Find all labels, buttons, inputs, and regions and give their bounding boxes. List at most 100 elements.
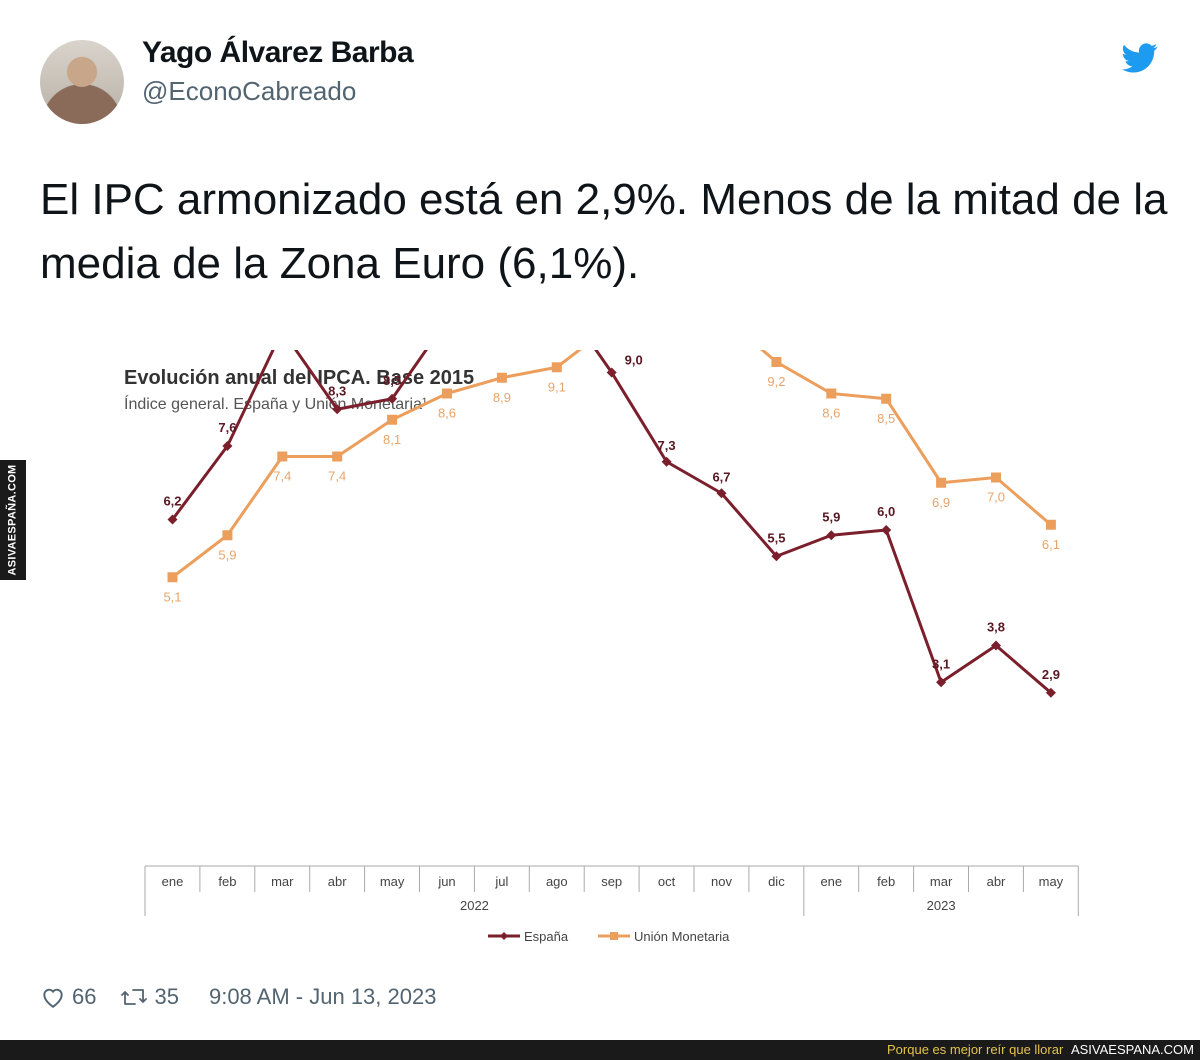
- data-point: [661, 456, 672, 467]
- x-tick-label: mar: [930, 874, 953, 889]
- data-label: 6,2: [163, 494, 181, 509]
- data-label: 8,6: [822, 406, 840, 421]
- data-point: [936, 677, 947, 688]
- twitter-bird-icon[interactable]: [1120, 40, 1160, 76]
- legend-marker: [500, 932, 508, 940]
- data-label: 8,9: [493, 390, 511, 405]
- data-label: 7,4: [328, 469, 346, 484]
- series-line-union: [171, 350, 1052, 579]
- legend-label: Unión Monetaria: [634, 929, 730, 944]
- tweet-text: El IPC armonizado está en 2,9%. Menos de…: [40, 175, 1168, 288]
- watermark-tagline: Porque es mejor reír que llorar: [887, 1042, 1064, 1057]
- x-tick-label: abr: [328, 874, 347, 889]
- x-tick-label: may: [1039, 874, 1064, 889]
- data-point: [991, 640, 1001, 651]
- data-point: [167, 572, 178, 583]
- watermark-site[interactable]: ASIVAESPANA.COM: [1070, 1042, 1194, 1057]
- legend-label: España: [524, 929, 569, 944]
- data-label: 5,9: [822, 509, 840, 524]
- data-label: 3,8: [987, 620, 1005, 635]
- data-point: [826, 530, 837, 541]
- data-point: [881, 393, 892, 404]
- timestamp-link[interactable]: 9:08 AM - Jun 13, 2023: [203, 984, 437, 1010]
- data-label: 3,1: [932, 656, 950, 671]
- x-tick-label: feb: [877, 874, 895, 889]
- x-tick-label: abr: [987, 874, 1006, 889]
- chart-subtitle: Índice general. España y Unión Monetaria…: [124, 394, 427, 413]
- data-label: 6,1: [1042, 537, 1060, 552]
- x-tick-label: feb: [218, 874, 236, 889]
- data-point: [496, 372, 507, 383]
- data-label: 9,1: [548, 379, 566, 394]
- heart-icon: [43, 988, 63, 1008]
- data-label: 7,6: [218, 420, 236, 435]
- data-point: [606, 367, 617, 378]
- data-point: [936, 477, 947, 488]
- data-point: [332, 404, 343, 415]
- data-label: 6,0: [877, 504, 895, 519]
- x-tick-label: may: [380, 874, 405, 889]
- data-label: 5,1: [163, 589, 181, 604]
- watermark-bottom-bar: Porque es mejor reír que llorar ASIVAESP…: [0, 1040, 1200, 1060]
- data-label: 9,2: [767, 374, 785, 389]
- data-point: [1045, 519, 1056, 530]
- author-name[interactable]: Yago Álvarez Barba: [142, 36, 414, 69]
- data-label: 7,4: [273, 469, 291, 484]
- x-tick-label: ago: [546, 874, 568, 889]
- author-handle[interactable]: @EconoCabreado: [142, 76, 357, 106]
- data-point: [222, 530, 233, 541]
- data-label: 8,6: [438, 406, 456, 421]
- data-label: 8,3: [328, 383, 346, 398]
- data-point: [771, 551, 782, 562]
- retweet-icon: [121, 989, 148, 1005]
- data-label: 8,5: [877, 411, 895, 426]
- data-label: 8,5: [383, 373, 401, 388]
- data-point: [332, 451, 343, 462]
- x-tick-label: ene: [162, 874, 184, 889]
- data-label: 6,7: [712, 469, 730, 484]
- data-point: [881, 525, 892, 535]
- retweet-button[interactable]: 35: [120, 984, 179, 1010]
- data-point: [277, 451, 288, 462]
- x-tick-label: jul: [494, 874, 508, 889]
- like-button[interactable]: 66: [40, 984, 96, 1010]
- data-label: 5,5: [767, 530, 785, 545]
- year-label: 2022: [460, 898, 489, 913]
- tweet-footer: 66 35 9:08 AM - Jun 13, 2023: [40, 984, 460, 1010]
- data-point: [222, 441, 233, 451]
- data-point: [716, 488, 727, 499]
- chart-title: Evolución anual del IPCA. Base 2015: [124, 367, 474, 389]
- year-label: 2023: [927, 898, 956, 913]
- x-tick-label: nov: [711, 874, 732, 889]
- data-label: 7,0: [987, 490, 1005, 505]
- legend-marker: [610, 932, 618, 940]
- data-point: [1045, 687, 1056, 698]
- data-label: 8,1: [383, 432, 401, 447]
- data-label: 5,9: [218, 547, 236, 562]
- data-point: [387, 414, 398, 425]
- watermark-side-text: ASIVAESPAÑA.COM: [7, 464, 20, 576]
- x-tick-label: dic: [768, 874, 785, 889]
- x-tick-label: jun: [437, 874, 455, 889]
- timestamp: 9:08 AM - Jun 13, 2023: [208, 984, 437, 1009]
- data-point: [442, 388, 452, 399]
- like-count: 66: [72, 984, 97, 1009]
- data-label: 2,9: [1042, 667, 1060, 682]
- data-label: 9,0: [625, 353, 643, 368]
- avatar[interactable]: [40, 40, 124, 124]
- data-point: [771, 357, 782, 367]
- x-tick-label: mar: [271, 874, 294, 889]
- x-tick-label: oct: [658, 874, 676, 889]
- data-point: [991, 472, 1001, 483]
- data-label: 6,9: [932, 495, 950, 510]
- data-label: 7,3: [658, 438, 676, 453]
- x-tick-label: ene: [820, 874, 842, 889]
- retweet-count: 35: [154, 984, 179, 1009]
- data-point: [387, 393, 398, 404]
- data-point: [167, 514, 178, 525]
- data-point: [826, 388, 837, 399]
- data-point: [551, 362, 562, 373]
- x-tick-label: sep: [601, 874, 622, 889]
- watermark-side: ASIVAESPAÑA.COM: [0, 460, 26, 580]
- ipca-chart: Evolución anual del IPCA. Base 2015 Índic…: [124, 350, 1079, 944]
